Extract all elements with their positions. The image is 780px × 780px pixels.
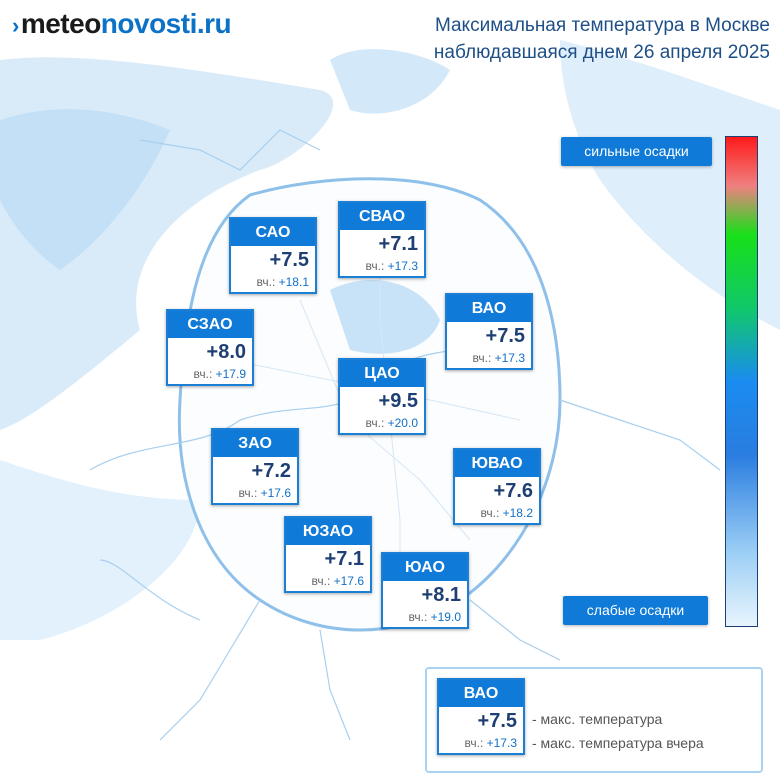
prev-label: вч.: (472, 351, 492, 365)
max-temp: +7.6 (493, 480, 533, 502)
district-card: ВАО +7.5 вч.: +17.3 (445, 293, 533, 370)
prev-temp: +17.6 (260, 486, 291, 500)
prev-label: вч.: (256, 275, 276, 289)
district-name: ВАО (439, 680, 523, 707)
prev-temp-row: вч.: +17.3 (447, 351, 531, 368)
district-name: САО (231, 219, 315, 246)
district-name: ЗАО (213, 430, 297, 457)
prev-temp-row: вч.: +17.6 (286, 574, 370, 591)
prev-temp: +17.3 (486, 736, 517, 750)
prev-temp-row: вч.: +18.1 (231, 275, 315, 292)
district-card: ЮАО +8.1 вч.: +19.0 (381, 552, 469, 629)
prev-label: вч.: (193, 367, 213, 381)
district-card: ВАО +7.5 вч.: +17.3 (437, 678, 525, 755)
legend-prev-note: - макс. температура вчера (532, 735, 704, 751)
district-card: ЗАО +7.2 вч.: +17.6 (211, 428, 299, 505)
prev-temp-row: вч.: +18.2 (455, 506, 539, 523)
prev-label: вч.: (464, 736, 484, 750)
title-line: наблюдавшаяся днем 26 апреля 2025 (433, 42, 770, 63)
prev-label: вч.: (238, 486, 258, 500)
district-card: САО +7.5 вч.: +18.1 (229, 217, 317, 294)
prev-temp: +20.0 (387, 416, 418, 430)
district-card: ЮВАО +7.6 вч.: +18.2 (453, 448, 541, 525)
prev-temp: +18.1 (278, 275, 309, 289)
prev-temp-row: вч.: +20.0 (340, 416, 424, 433)
prev-temp-row: вч.: +17.3 (439, 736, 523, 753)
prev-temp: +18.2 (502, 506, 533, 520)
max-temp: +7.5 (477, 710, 517, 732)
logo: ›meteonovosti.ru (12, 8, 232, 39)
max-temp: +7.1 (378, 233, 418, 255)
district-name: ЮАО (383, 554, 467, 581)
prev-temp-row: вч.: +19.0 (383, 610, 467, 627)
prev-label: вч.: (311, 574, 331, 588)
title-line: Максимальная температура в Москве (434, 15, 770, 36)
scale-top-label: сильные осадки (561, 137, 712, 166)
district-name: СЗАО (168, 311, 252, 338)
prev-temp: +17.9 (215, 367, 246, 381)
prev-temp-row: вч.: +17.9 (168, 367, 252, 384)
district-name: СВАО (340, 203, 424, 230)
scale-bottom-label: слабые осадки (563, 596, 708, 625)
prev-label: вч.: (408, 610, 428, 624)
title: Максимальная температура в Москве наблюд… (434, 12, 770, 66)
logo-suffix: novosti.ru (100, 8, 232, 39)
prev-temp: +17.3 (387, 259, 418, 273)
max-temp: +8.0 (206, 341, 246, 363)
district-name: ЮВАО (455, 450, 539, 477)
district-card: ЦАО +9.5 вч.: +20.0 (338, 358, 426, 435)
prev-label: вч.: (365, 416, 385, 430)
max-temp: +9.5 (378, 390, 418, 412)
prev-temp: +17.6 (333, 574, 364, 588)
district-name: ЦАО (340, 360, 424, 387)
district-card: ЮЗАО +7.1 вч.: +17.6 (284, 516, 372, 593)
max-temp: +7.5 (485, 325, 525, 347)
district-card: СЗАО +8.0 вч.: +17.9 (166, 309, 254, 386)
prev-label: вч.: (365, 259, 385, 273)
district-name: ВАО (447, 295, 531, 322)
prev-label: вч.: (480, 506, 500, 520)
max-temp: +7.5 (269, 249, 309, 271)
district-card: СВАО +7.1 вч.: +17.3 (338, 201, 426, 278)
prev-temp: +17.3 (494, 351, 525, 365)
max-temp: +7.1 (324, 548, 364, 570)
max-temp: +8.1 (421, 584, 461, 606)
color-scale (725, 136, 758, 627)
district-name: ЮЗАО (286, 518, 370, 545)
logo-prefix: meteo (20, 8, 101, 39)
legend-temp-note: - макс. температура (532, 711, 663, 727)
prev-temp-row: вч.: +17.3 (340, 259, 424, 276)
prev-temp: +19.0 (430, 610, 461, 624)
max-temp: +7.2 (251, 460, 291, 482)
prev-temp-row: вч.: +17.6 (213, 486, 297, 503)
